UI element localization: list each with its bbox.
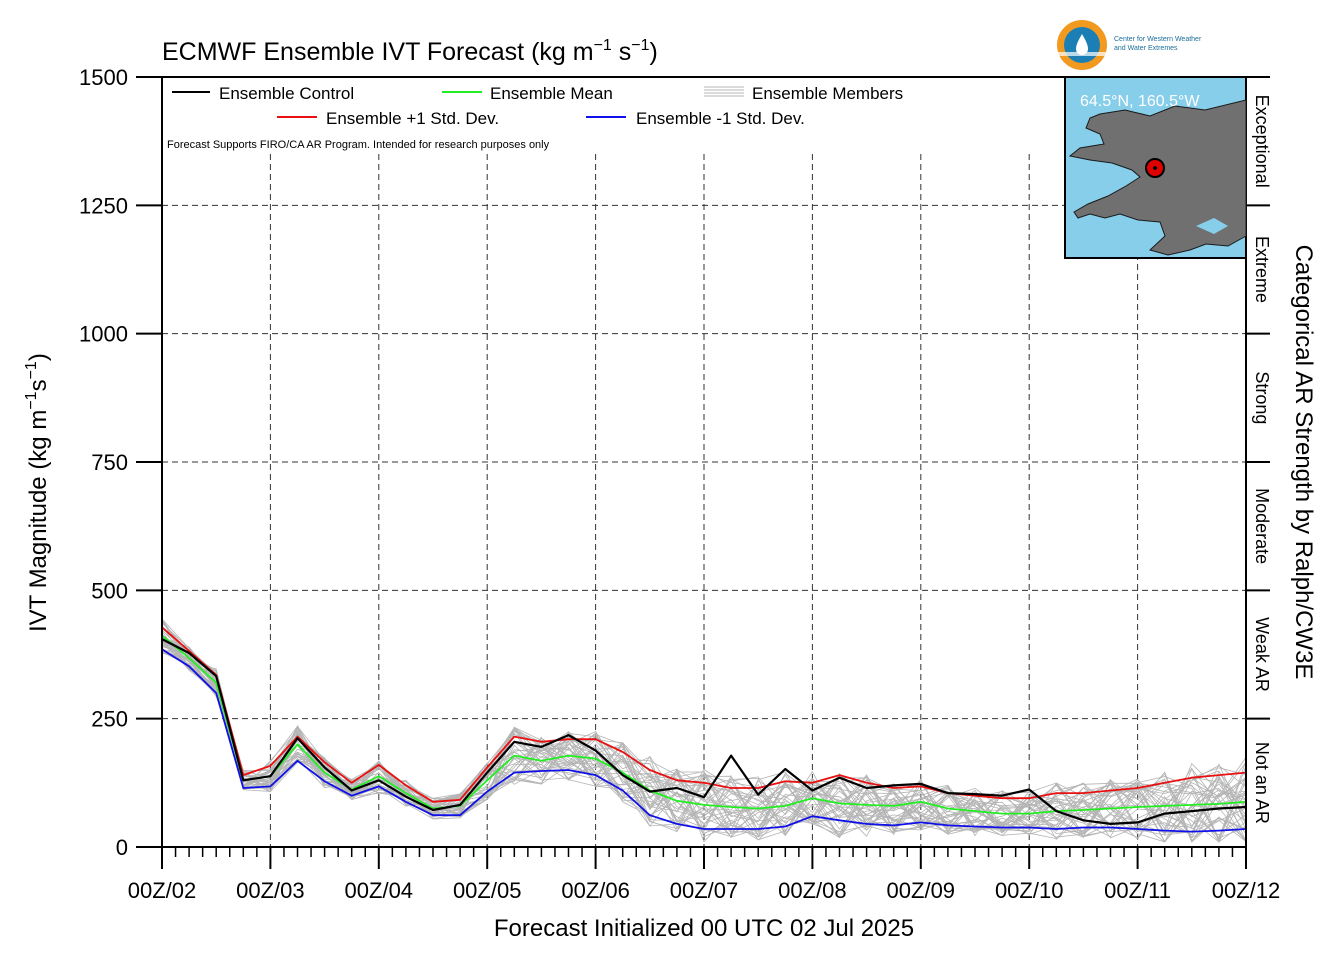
logo-text-line1: Center for Western Weather — [1114, 36, 1202, 43]
x-tick-label: 00Z/12 — [1212, 878, 1281, 903]
x-tick-label: 00Z/05 — [453, 878, 522, 903]
category-label: Not an AR — [1252, 742, 1272, 824]
legend-label-minus-sd: Ensemble -1 Std. Dev. — [636, 109, 805, 128]
series-line-minus-sd — [161, 648, 1247, 833]
y-tick-label: 1500 — [79, 65, 128, 90]
series-lines — [161, 626, 1247, 833]
y-tick-label: 0 — [116, 835, 128, 860]
ensemble-member-line — [161, 636, 1247, 838]
logo-text-line2: and Water Extremes — [1114, 45, 1178, 52]
legend-swatch-members — [704, 86, 744, 97]
ensemble-member-line — [161, 641, 1247, 843]
category-label: Exceptional — [1252, 95, 1272, 188]
ensemble-member-line — [161, 640, 1247, 843]
grid — [162, 154, 1246, 847]
series-line-plus-sd — [161, 626, 1247, 803]
ensemble-member-line — [161, 642, 1247, 839]
x-tick-label: 00Z/03 — [236, 878, 305, 903]
y-tick-label: 1000 — [79, 322, 128, 347]
cw3e-logo: Center for Western Weather and Water Ext… — [1057, 20, 1202, 70]
y-tick-label: 750 — [91, 450, 128, 475]
category-label: Extreme — [1252, 236, 1272, 303]
legend: Ensemble Control Ensemble Mean Ensemble … — [167, 84, 903, 151]
x-tick-label: 00Z/04 — [345, 878, 414, 903]
ensemble-member-line — [161, 642, 1247, 843]
x-tick-label: 00Z/11 — [1104, 878, 1171, 903]
category-label: Moderate — [1252, 488, 1272, 564]
category-label: Strong — [1252, 371, 1272, 424]
right-axis-label: Categorical AR Strength by Ralph/CW3E — [1290, 245, 1317, 680]
y-tick-label: 250 — [91, 707, 128, 732]
inset-location-label: 64.5°N, 160.5°W — [1080, 93, 1200, 110]
y-tick-label: 1250 — [79, 193, 128, 218]
ensemble-members — [161, 618, 1247, 843]
chart-title: ECMWF Ensemble IVT Forecast (kg m−1 s−1) — [162, 37, 658, 66]
legend-note: Forecast Supports FIRO/CA AR Program. In… — [167, 139, 550, 151]
x-axis-label: Forecast Initialized 00 UTC 02 Jul 2025 — [494, 915, 914, 942]
y-tick-label: 500 — [91, 578, 128, 603]
y-axis-label: IVT Magnitude (kg m−1s−1) — [23, 353, 52, 632]
x-tick-label: 00Z/10 — [995, 878, 1064, 903]
axes: 0 250 500 750 1000 1250 1500 00Z/02 00Z/03 00Z/04… — [79, 65, 1280, 903]
legend-label-plus-sd: Ensemble +1 Std. Dev. — [326, 109, 499, 128]
inset-map: 64.5°N, 160.5°W — [1064, 76, 1247, 259]
x-tick-label: 00Z/09 — [887, 878, 956, 903]
x-tick-label: 00Z/06 — [561, 878, 630, 903]
series-line-control — [161, 638, 1247, 826]
legend-label-members: Ensemble Members — [752, 84, 903, 103]
ensemble-member-line — [161, 619, 1247, 843]
legend-label-mean: Ensemble Mean — [490, 84, 613, 103]
x-tick-label: 00Z/07 — [670, 878, 739, 903]
x-tick-label: 00Z/02 — [128, 878, 197, 903]
category-label: Weak AR — [1252, 617, 1272, 692]
ensemble-member-line — [161, 635, 1247, 841]
legend-label-control: Ensemble Control — [219, 84, 354, 103]
x-tick-label: 00Z/08 — [778, 878, 847, 903]
